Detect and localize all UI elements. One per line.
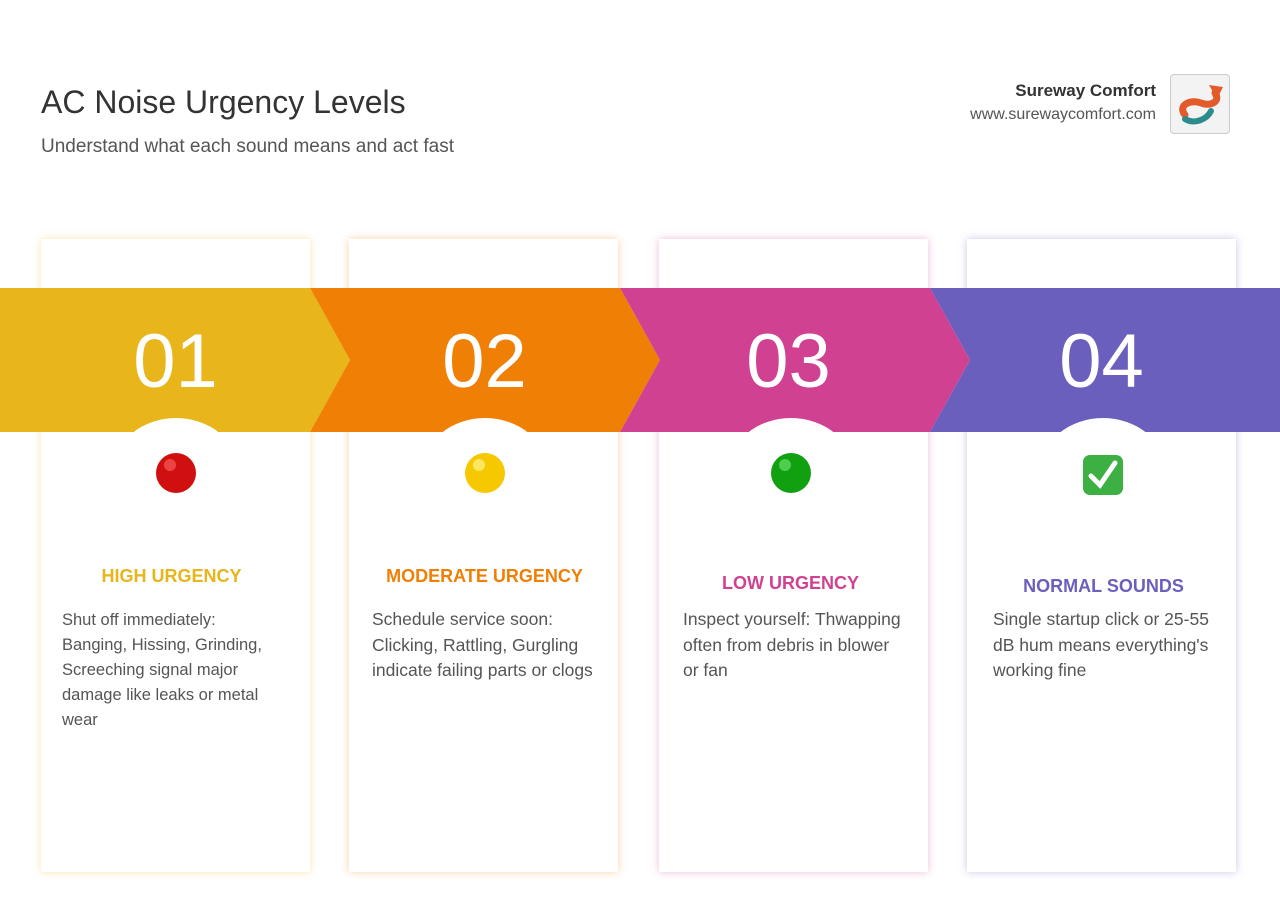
card-text: Schedule service soon: Clicking, Rattlin… xyxy=(372,609,593,680)
card-label: MODERATE URGENCY xyxy=(386,566,583,586)
title: AC Noise Urgency Levels xyxy=(41,84,406,120)
subtitle: Understand what each sound means and act… xyxy=(41,136,454,157)
step-number: 01 xyxy=(133,319,218,404)
card-label: HIGH URGENCY xyxy=(101,566,242,586)
logo xyxy=(1170,74,1230,134)
step-number: 02 xyxy=(442,319,527,404)
card-label: LOW URGENCY xyxy=(722,573,859,593)
card-text: Single startup click or 25-55 dB hum mea… xyxy=(993,609,1209,680)
step-number: 03 xyxy=(746,319,831,404)
card-text: Shut off immediately: Banging, Hissing, … xyxy=(62,611,262,729)
url: www.surewaycomfort.com xyxy=(970,106,1156,123)
step-number: 04 xyxy=(1059,319,1144,404)
card-label: NORMAL SOUNDS xyxy=(1023,576,1184,596)
card-text: Inspect yourself: Thwapping often from d… xyxy=(683,609,901,680)
brand: Sureway Comfort xyxy=(1015,81,1156,100)
